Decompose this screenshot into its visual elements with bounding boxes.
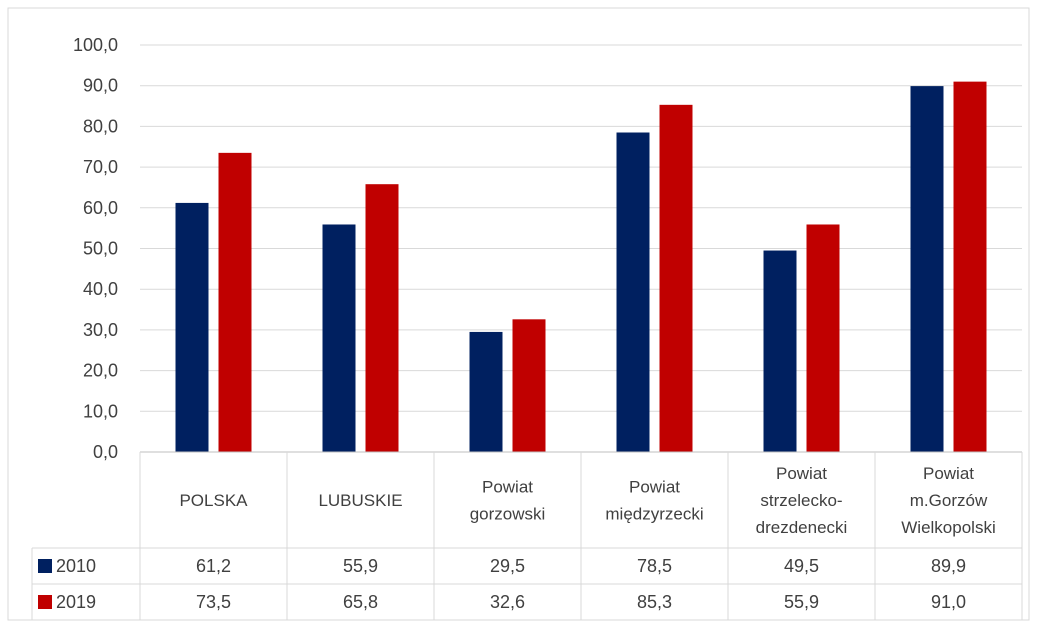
data-label: 29,5: [490, 556, 525, 576]
x-category-label: Powiat międzyrzecki: [605, 478, 703, 524]
bar-2019: [512, 319, 546, 452]
data-label: 61,2: [196, 556, 231, 576]
legend-key-2010: [38, 559, 52, 573]
x-category-label: LUBUSKIE: [318, 491, 402, 510]
y-tick-label: 90,0: [83, 76, 118, 96]
x-category-label: POLSKA: [179, 491, 248, 510]
data-label: 78,5: [637, 556, 672, 576]
y-tick-label: 30,0: [83, 320, 118, 340]
legend-label-2019: 2019: [56, 592, 96, 612]
bar-2019: [365, 184, 399, 452]
bar-2019: [659, 104, 693, 452]
y-tick-label: 50,0: [83, 239, 118, 259]
x-category-label: Powiat m.Gorzów Wielkopolski: [901, 464, 995, 537]
data-table: POLSKA LUBUSKIE Powiat gorzowski Powiat międz…: [31, 451, 1023, 621]
data-label: 91,0: [931, 592, 966, 612]
bar-2010: [616, 132, 650, 452]
data-label: 49,5: [784, 556, 819, 576]
y-tick-label: 70,0: [83, 157, 118, 177]
x-category-label: Powiat gorzowski: [470, 478, 546, 524]
bar-2010: [763, 250, 797, 452]
data-label: 85,3: [637, 592, 672, 612]
bar-2010: [175, 202, 209, 452]
bar-2019: [953, 81, 987, 452]
y-tick-label: 40,0: [83, 279, 118, 299]
data-label: 89,9: [931, 556, 966, 576]
bar-2019: [806, 224, 840, 452]
y-tick-label: 0,0: [93, 442, 118, 462]
data-label: 65,8: [343, 592, 378, 612]
bar-2010: [469, 331, 503, 452]
bars: [175, 81, 987, 453]
legend-key-2019: [38, 595, 52, 609]
y-axis-tick-labels: 0,0 10,0 20,0 30,0 40,0 50,0 60,0 70,0 80,0 90,0 1…: [73, 35, 118, 462]
y-tick-label: 10,0: [83, 401, 118, 421]
gridlines: [140, 44, 1022, 412]
y-tick-label: 20,0: [83, 361, 118, 381]
legend-label-2010: 2010: [56, 556, 96, 576]
chart-frame: [7, 7, 1030, 621]
y-tick-label: 100,0: [73, 35, 118, 55]
data-label: 32,6: [490, 592, 525, 612]
x-category-label: Powiat strzelecko-drezdenecki: [756, 464, 848, 537]
bar-2010: [910, 86, 944, 453]
y-tick-label: 80,0: [83, 116, 118, 136]
data-label: 55,9: [784, 592, 819, 612]
bar-2010: [322, 224, 356, 452]
data-label: 73,5: [196, 592, 231, 612]
y-tick-label: 60,0: [83, 198, 118, 218]
bar-2019: [218, 152, 252, 453]
data-label: 55,9: [343, 556, 378, 576]
